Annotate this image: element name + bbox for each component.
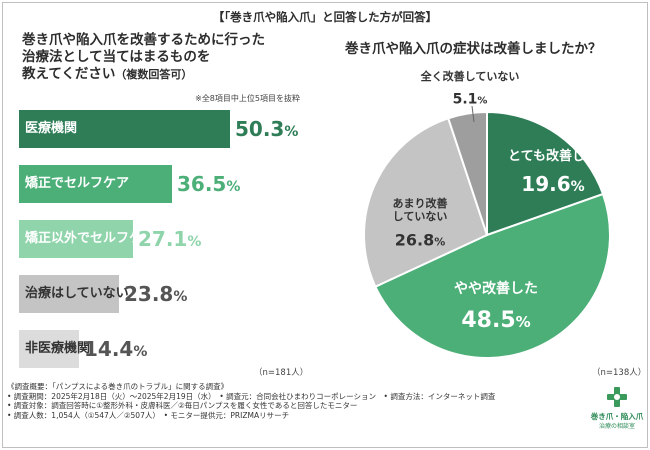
survey-title: 《調査概要：「パンプスによる巻き爪のトラブル」に関する調査》 [7, 382, 229, 391]
pie-category-label: していない [393, 210, 448, 223]
bar-chart-question: 巻き爪や陥入爪を改善するために行った 治療法として当てはまるものを 教えてくださ… [22, 32, 322, 83]
bar-label: 治療はしていない [25, 286, 129, 301]
pie-slice [446, 110, 488, 236]
bar-value-label: 23.8% [124, 282, 188, 306]
brand-logo-subtitle: 治療の相談室 [598, 423, 635, 430]
bar-value-label: 27.1% [138, 227, 202, 251]
bar-chart-question-line2: 治療法として当てはまるものを [22, 49, 211, 65]
pie-category-label: 全く改善していない [420, 69, 520, 83]
bar-value-label: 14.4% [84, 337, 148, 361]
survey-outline: 《調査概要：「パンプスによる巻き爪のトラブル」に関する調査》 • 調査期間：20… [7, 382, 597, 421]
pie-chart-sample-size: （n=138人） [592, 368, 647, 378]
bar-chart-question-sub: （複数回答可） [115, 68, 193, 81]
bar-label: 矯正以外でセルフケア [25, 231, 156, 246]
foot-cross-icon [607, 387, 627, 407]
pie-slice-label: とても改善した 19.6% [508, 148, 598, 196]
pie-chart-question: 巻き爪や陥入爪の症状は改善しましたか？ [345, 41, 602, 57]
bar-label: 非医療機関 [25, 341, 91, 356]
bar-chart-question-line1: 巻き爪や陥入爪を改善するために行った [22, 32, 265, 48]
header-title: 【「巻き爪や陥入爪」と回答した方が回答】 [212, 10, 438, 24]
bar [19, 330, 79, 368]
pie-value-label: 5.1% [453, 92, 488, 108]
survey-target: • 調査対象：調査回答時に①整形外科・皮膚科医／②毎日パンプスを履く女性であると… [7, 401, 358, 411]
pie-category-label: あまり改善 [393, 196, 448, 210]
pie-value-label: 26.8% [395, 230, 446, 249]
bar [19, 275, 119, 313]
pie-slice-label: やや改善した 48.5% [454, 280, 538, 333]
pie-slice [363, 116, 489, 288]
brand-logo: 巻き爪・陥入爪 治療の相談室 [590, 386, 644, 442]
pie-category-label: やや改善した [454, 280, 538, 297]
pie-value-label: 48.5% [461, 308, 530, 333]
pie-leader-line [471, 105, 475, 123]
survey-count: • 調査人数：1,054人（①547人／②507人） • モニター提供元：PRI… [7, 411, 290, 421]
bar-chart-note: ※全8項目中上位5項目を抜粋 [195, 94, 300, 103]
bar-chart-question-line3: 教えてください [22, 66, 116, 82]
pie-category-label: とても改善した [508, 148, 598, 164]
brand-logo-name: 巻き爪・陥入爪 [590, 412, 644, 421]
bar [19, 110, 230, 148]
pie-value-label: 19.6% [521, 172, 584, 196]
bar-value-label: 36.5% [177, 172, 241, 196]
bar-value-label: 50.3% [235, 117, 299, 141]
bar [19, 220, 133, 258]
bar-label: 医療機関 [25, 121, 78, 136]
bar-chart-sample-size: （n=181人） [254, 368, 309, 378]
pie-slice [374, 192, 611, 359]
survey-period: • 調査期間：2025年2月18日（火）〜2025年2月19日（水） • 調査元… [7, 391, 496, 401]
bar [19, 165, 172, 203]
bar-label: 矯正でセルフケア [25, 176, 130, 191]
pie-slice-label: 全く改善していない 5.1% [420, 69, 520, 108]
